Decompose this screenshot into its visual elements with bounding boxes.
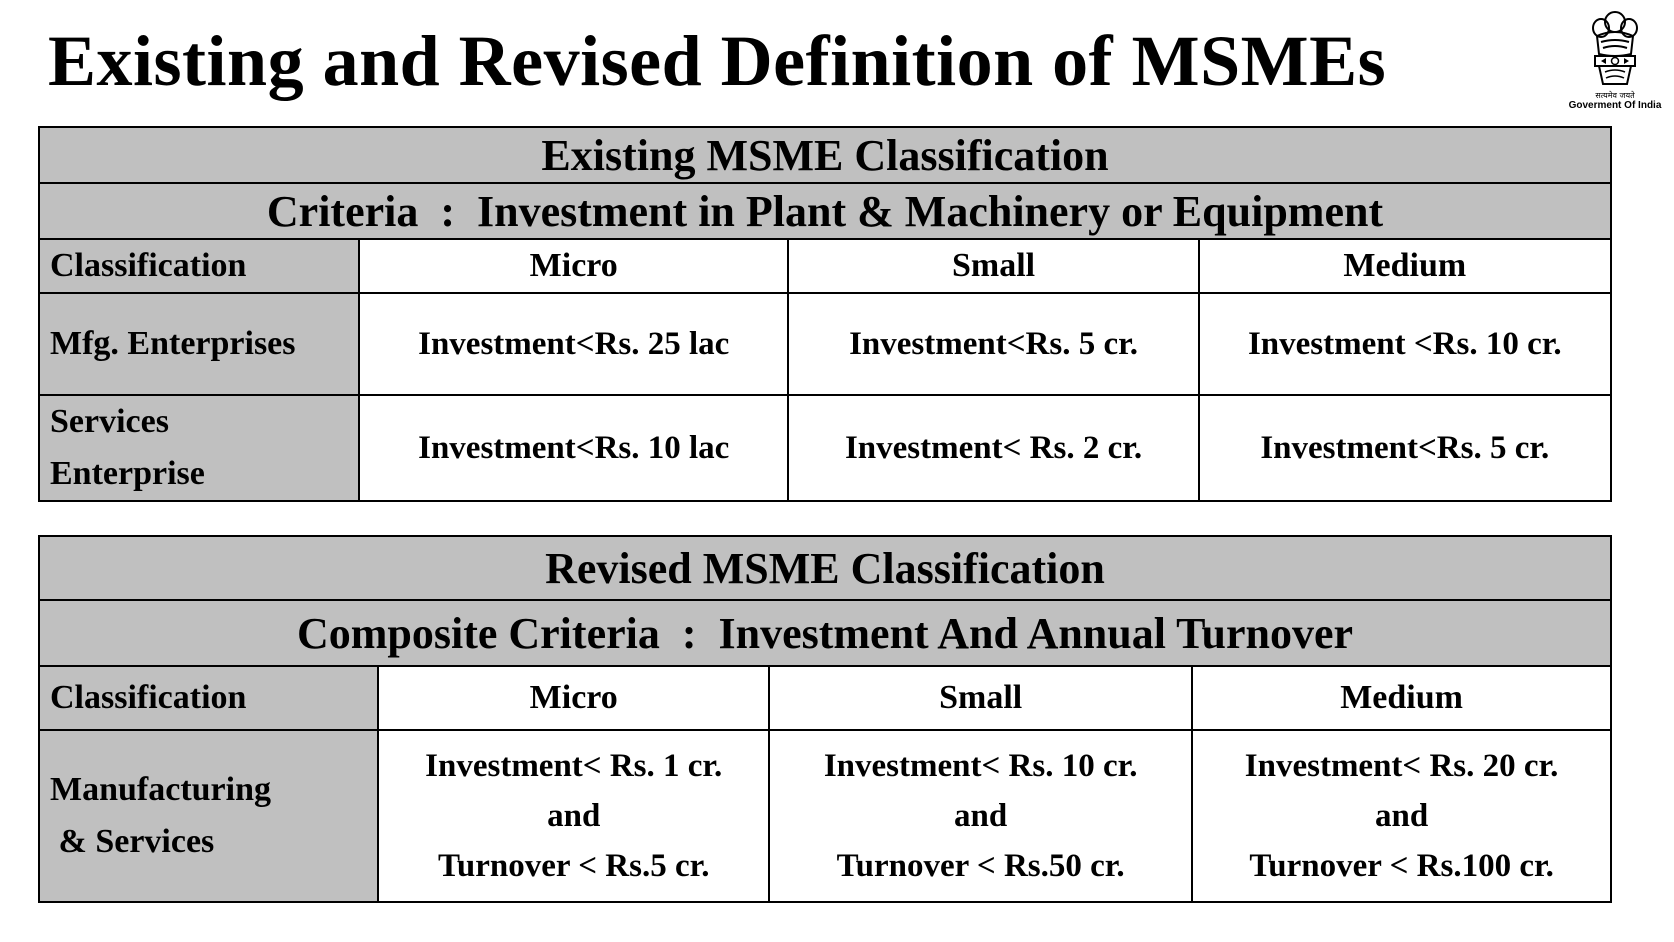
- cell-line: and: [547, 798, 601, 834]
- revised-cell-medium: Investment< Rs. 20 cr. and Turnover < Rs…: [1191, 729, 1612, 903]
- cell-line: and: [1374, 798, 1429, 834]
- label-line: Mfg. Enterprises: [50, 325, 296, 362]
- government-emblem: सत्यमेव जयते Goverment Of India: [1556, 8, 1674, 120]
- revised-cell-micro: Investment< Rs. 1 cr. and Turnover < Rs.…: [377, 729, 771, 903]
- cell-line: Investment< Rs. 1 cr.: [425, 748, 723, 784]
- cell-line: Investment< Rs. 20 cr.: [1244, 748, 1559, 784]
- table-row: Mfg. Enterprises Investment<Rs. 25 lac I…: [38, 292, 1613, 396]
- existing-cell: Investment<Rs. 10 lac: [357, 394, 790, 502]
- revised-classification-table: Revised MSME Classification Composite Cr…: [37, 535, 1612, 903]
- cell-line: Turnover < Rs.5 cr.: [437, 848, 710, 884]
- revised-header-small: Small: [768, 665, 1194, 731]
- existing-criteria: Criteria : Investment in Plant & Machine…: [38, 182, 1612, 240]
- existing-classification-table: Existing MSME Classification Criteria : …: [38, 126, 1613, 502]
- emblem-motto: सत्यमेव जयते: [1595, 91, 1635, 100]
- emblem-caption: Goverment Of India: [1568, 100, 1662, 111]
- existing-header-classification: Classification: [38, 238, 360, 294]
- revised-header-micro: Micro: [377, 665, 771, 731]
- existing-cell: Investment<Rs. 5 cr.: [1197, 394, 1613, 502]
- cell-line: Turnover < Rs.50 cr.: [836, 848, 1125, 884]
- revised-row-label: Manufacturing & Services: [37, 729, 380, 903]
- existing-heading: Existing MSME Classification: [38, 126, 1612, 184]
- revised-heading: Revised MSME Classification: [38, 535, 1612, 601]
- label-line: Services: [50, 403, 169, 440]
- existing-header-small: Small: [787, 238, 1200, 294]
- national-emblem-icon: [1592, 11, 1638, 85]
- revised-header-medium: Medium: [1191, 665, 1612, 731]
- cell-line: Investment< Rs. 10 cr.: [823, 748, 1138, 784]
- label-line: & Services: [50, 823, 215, 860]
- label-line: Manufacturing: [50, 771, 271, 808]
- table-row: Services Enterprise Investment<Rs. 10 la…: [38, 394, 1613, 502]
- table-row: Manufacturing & Services Investment< Rs.…: [37, 729, 1612, 903]
- existing-row-label: Mfg. Enterprises: [38, 292, 360, 396]
- existing-header-medium: Medium: [1197, 238, 1613, 294]
- existing-cell: Investment <Rs. 10 cr.: [1197, 292, 1613, 396]
- existing-row-label: Services Enterprise: [38, 394, 360, 502]
- revised-criteria: Composite Criteria : Investment And Annu…: [38, 599, 1612, 667]
- existing-header-micro: Micro: [357, 238, 790, 294]
- page-title: Existing and Revised Definition of MSMEs: [48, 21, 1387, 101]
- revised-header-classification: Classification: [37, 665, 380, 731]
- existing-cell: Investment< Rs. 2 cr.: [787, 394, 1200, 502]
- existing-cell: Investment<Rs. 5 cr.: [787, 292, 1200, 396]
- cell-line: and: [954, 798, 1008, 834]
- revised-cell-small: Investment< Rs. 10 cr. and Turnover < Rs…: [768, 729, 1194, 903]
- label-line: Enterprise: [50, 455, 205, 492]
- cell-line: Turnover < Rs.100 cr.: [1249, 848, 1554, 884]
- existing-cell: Investment<Rs. 25 lac: [357, 292, 790, 396]
